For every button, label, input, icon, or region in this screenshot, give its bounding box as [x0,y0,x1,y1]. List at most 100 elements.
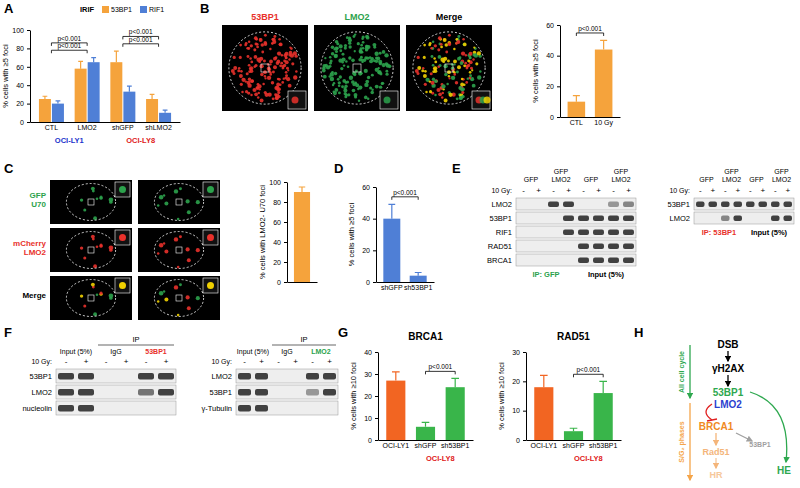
inhibition-bar [707,419,717,421]
treatment-sign: + [760,186,765,195]
error-bar [91,58,96,63]
tick-mark [375,418,378,419]
error-bar [78,61,83,68]
focus-dot [354,50,356,52]
focus-dot [347,93,350,96]
image-background [314,25,400,111]
focus-dot [385,73,388,76]
focus-dot [157,252,160,255]
focus-dot [358,85,362,89]
focus-dot [365,35,369,39]
image-background [50,228,132,272]
inset [115,278,130,293]
band [593,244,604,250]
focus-dot [275,96,279,100]
focus-dot [370,91,374,95]
focus-dot [354,93,358,97]
plot-area [534,375,612,440]
focus-dot [164,202,168,206]
focus-dot [333,91,337,95]
focus-dot [274,86,278,90]
x-tick: OCI-LY1 [382,442,409,449]
tick-mark [375,374,378,375]
blot-strip [236,385,338,399]
focus-dot [378,60,382,64]
inset [115,182,130,197]
focus-dot [291,62,294,65]
focus-dot [341,85,344,88]
focus-dot [287,69,289,71]
tick-mark [373,187,376,188]
focus-dot [289,46,291,48]
arrow [727,351,728,361]
y-tick: 0 [368,437,378,444]
axis-title: % cells with ≥10 foci [497,362,506,430]
tick-label: 60 [16,64,24,71]
focus-dot [375,68,379,72]
focus-dot [361,37,364,40]
lane-header: LMO2 [611,176,630,183]
bar [52,104,64,122]
focus-dot [163,194,165,196]
tick-label: shGFP [381,284,403,291]
focus-dot [448,34,451,37]
y-tick: 20 [16,100,30,107]
zoom-box [261,64,269,72]
panel-label: A [4,1,14,16]
y-tick: 100 [269,179,287,186]
focus-dot [364,83,368,87]
band [578,216,589,222]
focus-dot [453,63,455,65]
focus-dot [344,95,347,98]
tick-mark [27,104,30,105]
focus-dot [186,199,190,203]
band [138,373,154,379]
tick-label: CTL [45,124,58,131]
y-tick: 40 [362,215,376,222]
lane-header: 53BP1 [145,348,167,355]
tick-label: 60 [546,22,554,29]
y-axis-line [560,26,561,118]
blot: Input (5%)-+IgG-+LMO2-+IP10 Gy:LMO253BP1… [201,335,338,415]
band [593,216,604,222]
treatment-sign: + [710,186,715,195]
inset [472,91,490,109]
band [238,405,251,411]
pathway-node: HR [710,470,723,480]
focus-dot [467,64,470,67]
blot-group-label: IP: GFP [532,270,559,279]
focus-dot [435,79,438,82]
bar [595,50,613,117]
focus-dot [277,51,281,55]
focus-dot [382,63,386,67]
tick-label: LMO2 [78,124,97,131]
focus-dot [196,200,200,204]
focus-dot [285,52,289,56]
y-tick: 80 [273,199,287,206]
focus-dot [254,92,258,96]
focus-dot [246,72,249,75]
focus-dot [458,86,462,90]
focus-dot [159,291,163,295]
focus-dot [164,298,168,302]
focus-dot [196,248,200,252]
significance-bracket [123,36,159,39]
focus-dot [379,85,382,88]
y-tick: 20 [362,247,376,254]
focus-dot [344,85,347,88]
focus-dot [238,67,241,70]
row-label: LMO2 [670,214,690,223]
band [623,216,634,222]
focus-dot [264,77,266,79]
tick-mark [373,250,376,251]
figure: ABCDEFGH020406080100CTLLMO2shGFPshLMO2% … [0,0,800,488]
error-bar [451,378,459,387]
band [306,373,319,379]
phase-label: All cell cycle [678,351,686,393]
x-tick: shGFP [415,442,437,449]
x-tick: shGFP [563,442,585,449]
focus-dot [265,93,269,97]
focus-dot [335,50,338,53]
band [696,202,705,208]
blot-strip [516,226,636,238]
